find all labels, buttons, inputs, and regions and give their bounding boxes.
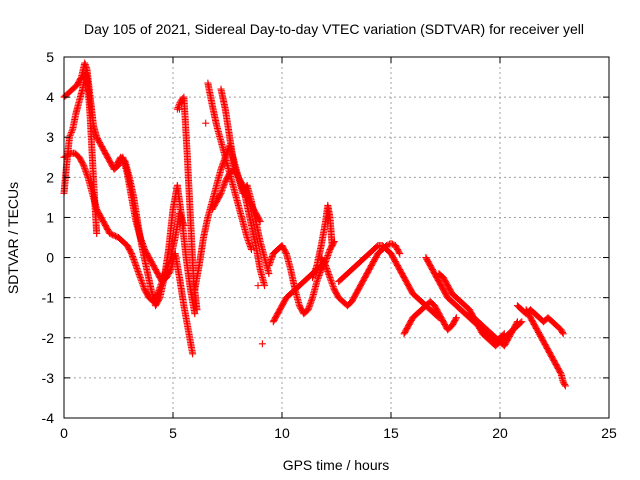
- y-axis-label: SDTVAR / TECUs: [5, 182, 21, 294]
- y-tick-label: 4: [46, 89, 54, 105]
- data-point: [66, 132, 74, 140]
- data-point: [561, 381, 569, 389]
- data-point: [109, 231, 117, 239]
- data-point: [261, 282, 269, 290]
- x-tick-label: 5: [169, 425, 177, 441]
- y-tick-label: -2: [42, 330, 55, 346]
- x-axis-label: GPS time / hours: [283, 457, 390, 473]
- data-point: [110, 231, 118, 239]
- y-tick-label: -3: [42, 370, 55, 386]
- data-point: [561, 382, 569, 390]
- data-point: [191, 310, 199, 318]
- data-point: [452, 314, 460, 322]
- data-point: [387, 240, 395, 248]
- x-tick-label: 0: [60, 425, 68, 441]
- data-point: [68, 127, 76, 135]
- data-point: [517, 319, 525, 327]
- data-point: [556, 369, 564, 377]
- x-tick-label: 25: [601, 425, 617, 441]
- data-point: [256, 217, 264, 225]
- x-tick-label: 15: [383, 425, 399, 441]
- y-tick-label: 3: [46, 129, 54, 145]
- y-tick-label: -1: [42, 290, 55, 306]
- y-tick-label: 2: [46, 169, 54, 185]
- data-point: [254, 282, 262, 290]
- data-point: [202, 119, 210, 127]
- chart-title: Day 105 of 2021, Sidereal Day-to-day VTE…: [84, 21, 584, 37]
- data-point: [265, 270, 273, 278]
- data-point: [255, 216, 263, 224]
- data-point: [388, 240, 396, 248]
- data-point: [396, 250, 404, 258]
- data-point: [106, 229, 114, 237]
- plot-frame: [63, 56, 610, 419]
- data-point: [107, 230, 115, 238]
- data-point: [176, 105, 184, 113]
- y-tick-label: 1: [46, 209, 54, 225]
- x-tick-labels: 0 5 10 15 20 25: [60, 425, 617, 441]
- data-point: [452, 315, 460, 323]
- data-point: [175, 102, 183, 110]
- data-point: [67, 130, 75, 138]
- data-point: [174, 104, 182, 112]
- y-tick-labels: -4 -3 -2 -1 0 1 2 3 4 5: [42, 49, 55, 426]
- x-tick-label: 10: [274, 425, 290, 441]
- data-points: [60, 59, 569, 390]
- data-point: [518, 318, 526, 326]
- y-tick-label: 5: [46, 49, 54, 65]
- y-tick-label: 0: [46, 250, 54, 266]
- data-point: [282, 248, 290, 256]
- data-point: [328, 242, 336, 250]
- data-point: [93, 229, 101, 237]
- x-tick-label: 20: [492, 425, 508, 441]
- axis-ticks: [63, 56, 610, 419]
- data-point: [189, 350, 197, 358]
- y-tick-label: -4: [42, 410, 55, 426]
- data-point: [395, 248, 403, 256]
- data-point: [258, 340, 266, 348]
- data-point: [559, 330, 567, 338]
- data-point: [247, 246, 255, 254]
- data-point: [67, 128, 75, 136]
- data-point: [193, 306, 201, 314]
- data-point: [558, 328, 566, 336]
- data-point: [112, 232, 120, 240]
- data-point: [176, 99, 184, 107]
